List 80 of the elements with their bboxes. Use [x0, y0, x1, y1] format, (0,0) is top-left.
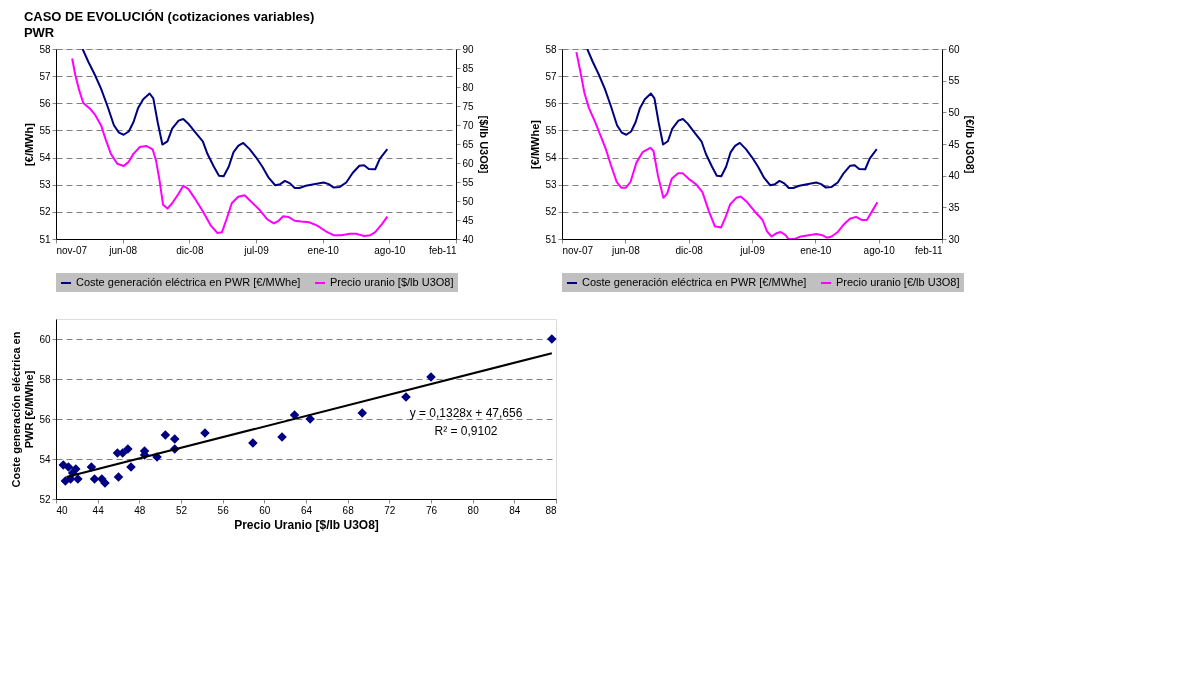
- legend-label: Coste generación eléctrica en PWR [€/MWhe]: [76, 276, 301, 288]
- y2-tick-label: 35: [948, 201, 961, 213]
- y-tick-label: 56: [545, 97, 557, 109]
- y-tick-label: 52: [545, 206, 557, 218]
- y-tick-label: 54: [39, 453, 51, 465]
- x-tick-label: jul-09: [739, 244, 766, 256]
- y-tick-label: 55: [39, 124, 51, 136]
- y-tick-label: 55: [545, 124, 557, 136]
- x-tick-label: 64: [300, 504, 313, 516]
- y2-tick-label: 85: [462, 62, 475, 74]
- x-tick-label: jun-08: [610, 244, 641, 256]
- y2-tick-label: 30: [948, 233, 961, 245]
- legend-label: Precio uranio [$/lb U3O8]: [330, 276, 454, 288]
- y-tick-label: 51: [39, 233, 51, 245]
- chart-subtitle: PWR: [23, 25, 55, 40]
- y2-tick-label: 55: [462, 176, 475, 188]
- legend-label: Coste generación eléctrica en PWR [€/MWhe]: [582, 276, 807, 288]
- y2-tick-label: 65: [462, 138, 475, 150]
- y2-tick-label: 45: [462, 214, 475, 226]
- y-tick-label: 52: [39, 206, 51, 218]
- y-tick-label: 57: [39, 70, 51, 82]
- x-tick-label: jul-09: [243, 244, 270, 256]
- x-tick-label: 72: [384, 504, 396, 516]
- x-tick-label: feb-11: [428, 244, 457, 256]
- y2-tick-label: 45: [948, 138, 961, 150]
- y2-tick-label: 40: [462, 233, 475, 245]
- y2-tick-label: 50: [462, 195, 475, 207]
- x-tick-label: nov-07: [56, 244, 88, 256]
- y-tick-label: 54: [39, 152, 51, 164]
- y-tick-label: 51: [545, 233, 557, 245]
- y2-tick-label: 50: [948, 106, 961, 118]
- x-tick-label: jun-08: [108, 244, 138, 256]
- x-tick-label: 84: [509, 504, 521, 516]
- x-tick-label: 44: [92, 504, 105, 516]
- x-tick-label: 88: [545, 504, 557, 516]
- y2-tick-label: 70: [462, 119, 475, 131]
- x-tick-label: nov-07: [562, 244, 594, 256]
- x-tick-label: ene-10: [307, 244, 340, 256]
- y-tick-label: 58: [545, 43, 557, 55]
- x-tick-label: feb-11: [914, 244, 943, 256]
- chart-title: CASO DE EVOLUCIÓN (cotizaciones variables): [23, 9, 315, 24]
- y-tick-label: 58: [39, 373, 51, 385]
- y2-axis-title: [$/lb U3O8]: [477, 115, 490, 174]
- x-tick-label: ago-10: [863, 244, 896, 256]
- x-tick-label: ago-10: [374, 244, 406, 256]
- y2-tick-label: 60: [948, 43, 961, 55]
- y2-tick-label: 75: [462, 100, 475, 112]
- legend-label: Precio uranio [€/lb U3O8]: [836, 276, 960, 288]
- x-tick-label: 80: [467, 504, 480, 516]
- y2-tick-label: 80: [462, 81, 475, 93]
- x-tick-label: 68: [342, 504, 355, 516]
- y2-tick-label: 60: [462, 157, 475, 169]
- y-axis-title: Coste generación eléctrica en PWR [€/MWhe]: [10, 331, 36, 488]
- y-tick-label: 54: [545, 152, 557, 164]
- y-axis-title: [€/MWh]: [23, 122, 36, 166]
- y-tick-label: 53: [39, 179, 51, 191]
- y-tick-label: 60: [39, 333, 51, 345]
- x-tick-label: dic-08: [176, 244, 204, 256]
- x-tick-label: dic-08: [675, 244, 704, 256]
- annotation: y = 0,1328x + 47,656: [409, 405, 523, 420]
- x-tick-label: 60: [259, 504, 271, 516]
- x-tick-label: 76: [425, 504, 438, 516]
- y2-tick-label: 40: [948, 170, 961, 182]
- x-tick-label: ene-10: [800, 244, 832, 256]
- y-axis-title: [€/MWhe]: [529, 119, 542, 169]
- y2-tick-label: 90: [462, 43, 475, 55]
- y-tick-label: 56: [39, 97, 51, 109]
- y-tick-label: 56: [39, 413, 51, 425]
- y2-axis-title: [€/lb U3O8]: [963, 115, 976, 174]
- x-axis-title: Precio Uranio [$/lb U3O8]: [234, 517, 379, 532]
- y-tick-label: 53: [545, 179, 557, 191]
- y-tick-label: 58: [39, 43, 51, 55]
- y-tick-label: 57: [545, 70, 557, 82]
- x-tick-label: 40: [56, 504, 69, 516]
- x-tick-label: 48: [134, 504, 146, 516]
- x-tick-label: 52: [175, 504, 188, 516]
- y2-tick-label: 55: [948, 75, 961, 87]
- annotation: R² = 0,9102: [434, 423, 498, 438]
- y-tick-label: 52: [39, 493, 51, 505]
- x-tick-label: 56: [217, 504, 230, 516]
